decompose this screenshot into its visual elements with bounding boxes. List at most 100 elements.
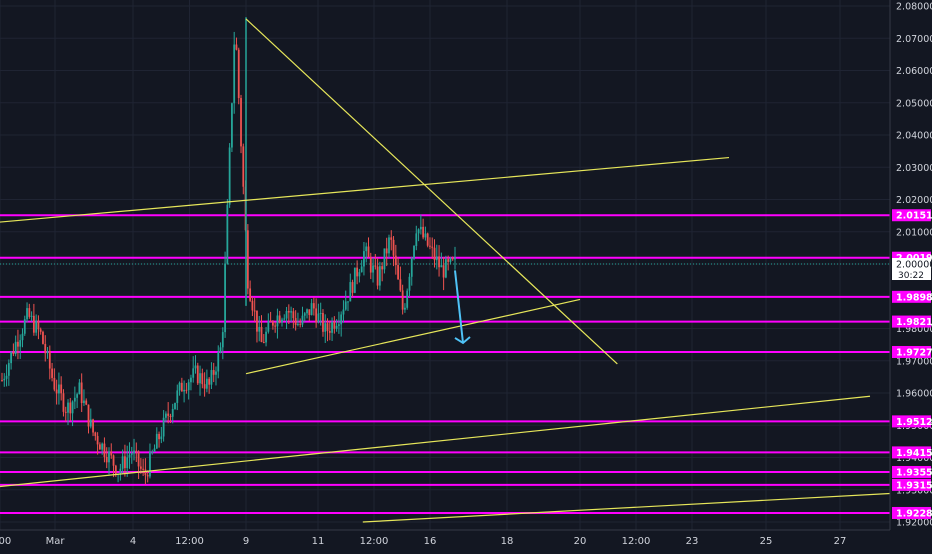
candle-body	[326, 323, 329, 331]
candle-body	[215, 371, 217, 375]
time-tick-label: 27	[834, 536, 847, 547]
level-price-label: 2.01512	[896, 211, 932, 222]
candle-body	[174, 402, 176, 410]
candle-body	[315, 308, 318, 323]
current-price-tag[interactable]	[892, 258, 931, 280]
candle-body	[114, 465, 117, 475]
candle-body	[271, 321, 274, 326]
candle-body	[365, 246, 368, 252]
candle-body	[429, 245, 431, 247]
trendline-upper-ascending[interactable]	[0, 156, 730, 223]
price-tick-label: 1.92000	[896, 518, 932, 529]
time-tick-label: 23	[686, 536, 699, 547]
candle-body	[32, 315, 35, 333]
candle-body	[269, 321, 272, 323]
candle-body	[454, 257, 456, 260]
time-axis[interactable]: 2:00 Mar 4 12:00 9 11 12:00 16 18 20 12:00 23 25 27	[0, 529, 932, 550]
level-price-tag[interactable]	[892, 465, 931, 478]
candle-body	[294, 318, 297, 325]
candle-body	[192, 368, 195, 378]
candle-body	[55, 389, 58, 394]
candle-body	[424, 233, 427, 238]
candle-body	[85, 400, 88, 405]
level-price-tag[interactable]	[892, 345, 931, 358]
level-price-tag[interactable]	[892, 209, 931, 222]
candle-body	[367, 246, 370, 258]
candle-body	[171, 409, 174, 417]
trendlines[interactable]	[0, 18, 901, 523]
candle-body	[451, 258, 454, 260]
candle-body	[265, 331, 267, 343]
level-price-tag[interactable]	[892, 415, 931, 428]
candle-body	[283, 318, 286, 320]
candle-body	[433, 247, 436, 261]
candle-body	[369, 257, 372, 273]
candle-body	[249, 288, 252, 301]
candle-body	[413, 245, 415, 259]
candle-body	[435, 256, 438, 261]
candle-body	[338, 324, 340, 326]
projection-arrow-group	[454, 270, 471, 345]
horizontal-levels[interactable]	[0, 214, 890, 514]
candle-body	[274, 325, 277, 327]
candle-body	[406, 290, 409, 308]
candle-body	[417, 229, 420, 234]
candle-body	[267, 321, 270, 332]
candles	[1, 17, 456, 485]
level-price-tag[interactable]	[892, 290, 931, 303]
candle-body	[19, 340, 22, 347]
candle-body	[447, 259, 450, 262]
candle-body	[324, 323, 327, 332]
candle-body	[392, 239, 395, 256]
trendline-lower-ascending[interactable]	[0, 395, 871, 488]
candle-body	[328, 330, 331, 333]
candle-body	[388, 237, 390, 254]
candle-body	[349, 282, 352, 302]
candle-body	[297, 323, 299, 325]
candle-body	[103, 443, 106, 457]
candle-body	[449, 258, 452, 262]
candle-body	[48, 351, 51, 369]
candle-body	[415, 233, 418, 246]
candle-body	[351, 282, 354, 293]
candle-body	[96, 436, 99, 445]
candle-body	[374, 265, 377, 267]
trendline-bottom-ascending[interactable]	[362, 492, 901, 523]
candle-body	[397, 265, 399, 280]
candle-body	[83, 400, 85, 403]
time-tick-label: 4	[130, 536, 136, 547]
candle-body	[92, 419, 94, 433]
time-tick-label: 18	[501, 536, 514, 547]
candle-body	[133, 450, 135, 454]
candle-body	[64, 411, 67, 413]
level-price-label: 1.98982	[896, 292, 932, 303]
candle-body	[335, 325, 338, 329]
level-price-tag[interactable]	[892, 478, 931, 491]
trendline-descending[interactable]	[245, 18, 618, 365]
level-price-tag[interactable]	[892, 506, 931, 519]
candle-body	[381, 266, 384, 270]
price-tick-label: 2.04000	[896, 131, 932, 142]
candle-body	[26, 308, 28, 320]
candle-body	[187, 382, 190, 391]
candle-body	[383, 248, 386, 270]
candle-body	[42, 331, 44, 344]
price-axis[interactable]: 2.08000 2.07000 2.06000 2.05000 2.04000 2.030…	[889, 0, 932, 550]
level-price-tag[interactable]	[892, 446, 931, 459]
trendline-triangle-support[interactable]	[245, 298, 581, 375]
candle-body	[306, 309, 308, 314]
level-price-label: 1.92280	[896, 508, 932, 519]
candle-body	[78, 382, 81, 395]
candle-body	[292, 311, 295, 319]
level-price-tag[interactable]	[892, 315, 931, 328]
candle-body	[112, 455, 115, 466]
candle-body	[53, 377, 56, 390]
candle-body	[235, 44, 238, 50]
candle-body	[290, 311, 293, 313]
candle-body	[431, 246, 434, 248]
candle-body	[276, 315, 279, 327]
time-tick-label: Mar	[46, 536, 66, 547]
